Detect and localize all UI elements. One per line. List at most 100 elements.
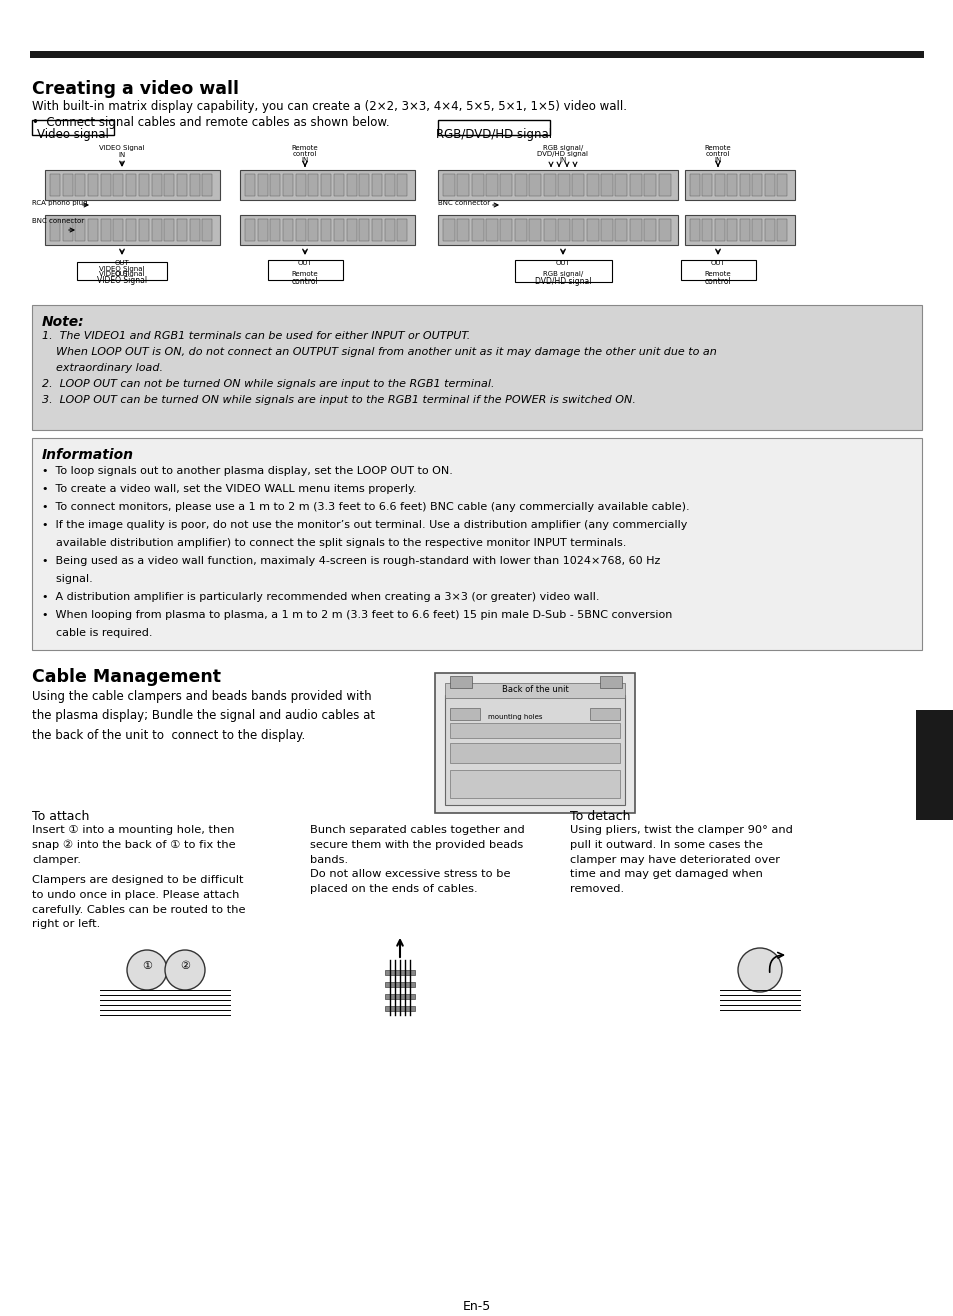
Text: With built-in matrix display capability, you can create a (2×2, 3×3, 4×4, 5×5, 5: With built-in matrix display capability,… <box>32 100 626 113</box>
Bar <box>600 218 613 241</box>
Text: ②: ② <box>180 961 190 971</box>
Bar <box>32 305 921 430</box>
Bar <box>321 174 331 196</box>
Bar <box>283 218 293 241</box>
Text: Information: Information <box>42 447 133 462</box>
Bar <box>101 174 111 196</box>
Bar <box>752 174 761 196</box>
Bar <box>450 708 479 720</box>
Text: 3.  LOOP OUT can be turned ON while signals are input to the RGB1 terminal if th: 3. LOOP OUT can be turned ON while signa… <box>42 395 636 405</box>
Bar <box>643 174 656 196</box>
Text: •  When looping from plasma to plasma, a 1 m to 2 m (3.3 feet to 6.6 feet) 15 pi: • When looping from plasma to plasma, a … <box>42 611 672 620</box>
Bar <box>684 215 794 245</box>
Text: •  To create a video wall, set the VIDEO WALL menu items properly.: • To create a video wall, set the VIDEO … <box>42 484 416 494</box>
Bar <box>471 218 483 241</box>
Bar <box>752 218 761 241</box>
Bar <box>572 218 584 241</box>
Bar <box>372 218 381 241</box>
Bar <box>558 174 569 196</box>
Bar <box>543 218 555 241</box>
Bar <box>126 174 136 196</box>
Bar <box>437 215 678 245</box>
Bar <box>270 218 280 241</box>
Bar <box>515 261 612 282</box>
Text: control: control <box>292 276 318 286</box>
Bar <box>701 218 712 241</box>
Bar <box>442 174 455 196</box>
Text: ①: ① <box>142 961 152 971</box>
Bar <box>30 51 923 58</box>
Bar <box>63 174 72 196</box>
Bar <box>32 120 113 136</box>
Text: 2.  LOOP OUT can not be turned ON while signals are input to the RGB1 terminal.: 2. LOOP OUT can not be turned ON while s… <box>42 379 494 390</box>
Text: RGB signal/: RGB signal/ <box>542 145 582 151</box>
Text: •  Connect signal cables and remote cables as shown below.: • Connect signal cables and remote cable… <box>32 116 389 129</box>
Bar <box>435 672 635 813</box>
Bar <box>658 218 670 241</box>
Text: Back of the unit: Back of the unit <box>501 686 568 694</box>
Bar <box>777 174 786 196</box>
Text: OUT: OUT <box>297 261 312 266</box>
Bar <box>385 970 415 975</box>
Bar <box>139 174 149 196</box>
Bar <box>164 174 174 196</box>
Bar <box>245 174 254 196</box>
Bar <box>486 218 497 241</box>
Bar <box>295 218 306 241</box>
Bar <box>385 994 415 999</box>
Text: To attach: To attach <box>32 811 90 822</box>
Bar <box>50 174 60 196</box>
Bar <box>139 218 149 241</box>
Bar <box>396 174 407 196</box>
Bar <box>384 174 395 196</box>
Bar <box>658 174 670 196</box>
Text: Cable Management: Cable Management <box>32 669 221 686</box>
Bar <box>32 438 921 650</box>
Bar <box>45 170 220 200</box>
Bar <box>586 174 598 196</box>
Bar <box>77 262 167 280</box>
Bar <box>396 218 407 241</box>
Bar <box>450 676 472 688</box>
Text: OUT: OUT <box>710 261 724 266</box>
Text: extraordinary load.: extraordinary load. <box>42 363 163 372</box>
Text: En-5: En-5 <box>462 1300 491 1313</box>
Text: 1.  The VIDEO1 and RGB1 terminals can be used for either INPUT or OUTPUT.: 1. The VIDEO1 and RGB1 terminals can be … <box>42 332 470 341</box>
Bar <box>764 174 774 196</box>
Bar <box>450 722 619 738</box>
Text: RGB/DVD/HD signal: RGB/DVD/HD signal <box>436 128 552 141</box>
Text: DVD/HD signal: DVD/HD signal <box>537 151 588 157</box>
Bar <box>202 218 213 241</box>
Bar <box>240 215 415 245</box>
Bar <box>359 174 369 196</box>
Text: mounting holes: mounting holes <box>487 715 541 720</box>
Bar <box>689 218 700 241</box>
Bar <box>643 218 656 241</box>
Bar <box>727 218 737 241</box>
Circle shape <box>165 950 205 990</box>
Text: IN: IN <box>714 157 720 163</box>
Bar <box>113 174 123 196</box>
Bar <box>701 174 712 196</box>
Text: RCA phono plug: RCA phono plug <box>32 200 88 207</box>
Text: Note:: Note: <box>42 315 85 329</box>
Bar <box>437 120 550 136</box>
Bar <box>599 676 621 688</box>
Bar <box>152 174 161 196</box>
Bar <box>75 218 86 241</box>
Text: control: control <box>293 151 316 157</box>
Bar <box>515 218 526 241</box>
Bar <box>500 174 512 196</box>
Bar <box>372 174 381 196</box>
Circle shape <box>127 950 167 990</box>
Text: •  If the image quality is poor, do not use the monitor’s out terminal. Use a di: • If the image quality is poor, do not u… <box>42 520 687 530</box>
Bar <box>615 174 627 196</box>
Bar <box>202 174 213 196</box>
Bar <box>126 218 136 241</box>
Bar <box>680 261 755 280</box>
Bar <box>245 218 254 241</box>
Bar <box>586 218 598 241</box>
Text: IN: IN <box>118 153 126 158</box>
Bar <box>346 174 356 196</box>
Text: VIDEO Signal: VIDEO Signal <box>99 266 145 272</box>
